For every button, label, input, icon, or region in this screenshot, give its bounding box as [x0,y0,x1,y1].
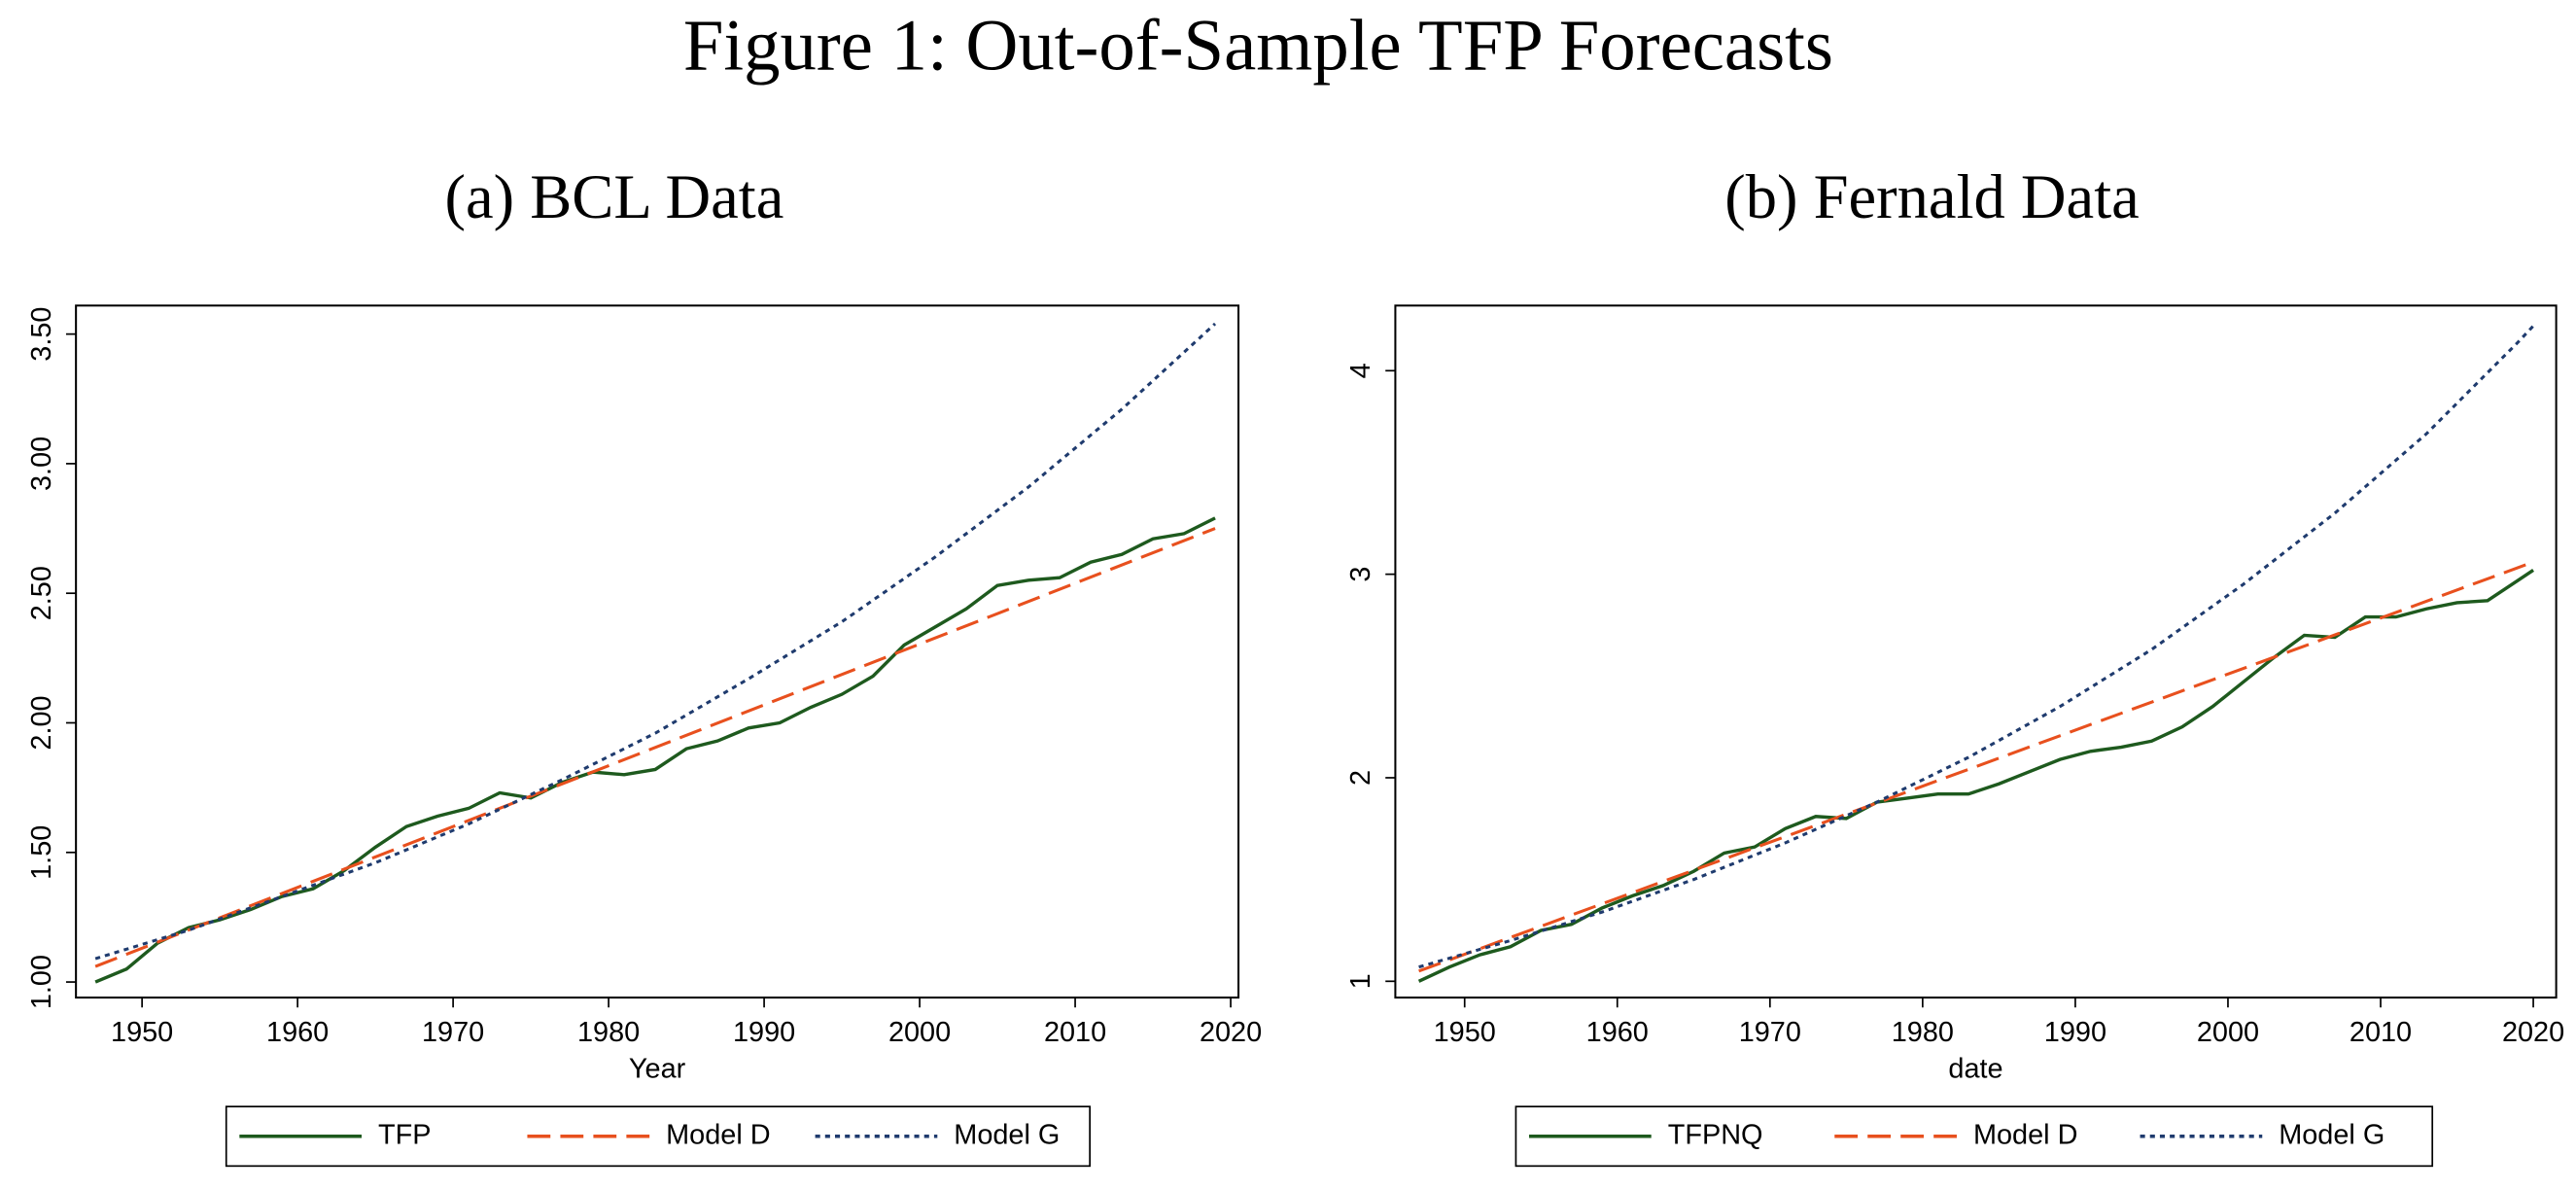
series-line [1417,569,2534,983]
y-tick-label: 1 [1345,973,1376,989]
plot-frame [1394,304,2558,999]
x-tick-label: 1950 [1434,1017,1496,1048]
x-tick-label: 1980 [1892,1017,1954,1048]
series-line [1418,560,2534,973]
legend-box [225,1105,1092,1168]
x-axis-label: Year [629,1053,686,1084]
y-tick-label: 1.50 [26,825,57,880]
x-tick-label: 2020 [1200,1017,1262,1048]
x-tick-label: 1970 [1739,1017,1801,1048]
chart-title: (b) Fernald Data [1724,161,2140,232]
series-line [94,527,1216,968]
x-tick-label: 2010 [1044,1017,1106,1048]
x-tick-label: 1990 [2044,1017,2106,1048]
series-line [94,322,1217,961]
figure-title: Figure 1: Out-of-Sample TFP Forecasts [683,6,1833,87]
legend-label: Model D [1973,1119,2077,1150]
x-tick-label: 1970 [422,1017,484,1048]
x-tick-label: 2010 [2350,1017,2412,1048]
plot-frame [75,304,1240,999]
y-tick-label: 3 [1345,567,1376,582]
x-tick-label: 1960 [1586,1017,1649,1048]
x-tick-label: 1950 [111,1017,173,1048]
legend-label: Model D [666,1119,770,1150]
x-tick-label: 1980 [577,1017,640,1048]
y-tick-label: 4 [1345,363,1376,378]
y-tick-label: 2 [1345,770,1376,786]
legend-label: TFP [378,1119,432,1150]
x-tick-label: 1960 [266,1017,329,1048]
x-tick-label: 2020 [2502,1017,2564,1048]
x-tick-label: 1990 [733,1017,795,1048]
y-tick-label: 3.50 [26,307,57,362]
legend-box [1514,1105,2434,1168]
y-tick-label: 2.50 [26,566,57,620]
y-tick-label: 1.00 [26,955,57,1009]
legend-label: Model G [2279,1119,2385,1150]
series-line [94,516,1216,984]
y-tick-label: 2.00 [26,695,57,750]
legend-label: TFPNQ [1668,1119,1763,1150]
y-tick-label: 3.00 [26,437,57,491]
x-axis-label: date [1948,1053,2002,1084]
x-tick-label: 2000 [2197,1017,2259,1048]
x-tick-label: 2000 [888,1017,951,1048]
chart-title: (a) BCL Data [444,161,783,232]
legend-label: Model G [954,1119,1060,1150]
series-line [1418,325,2535,969]
